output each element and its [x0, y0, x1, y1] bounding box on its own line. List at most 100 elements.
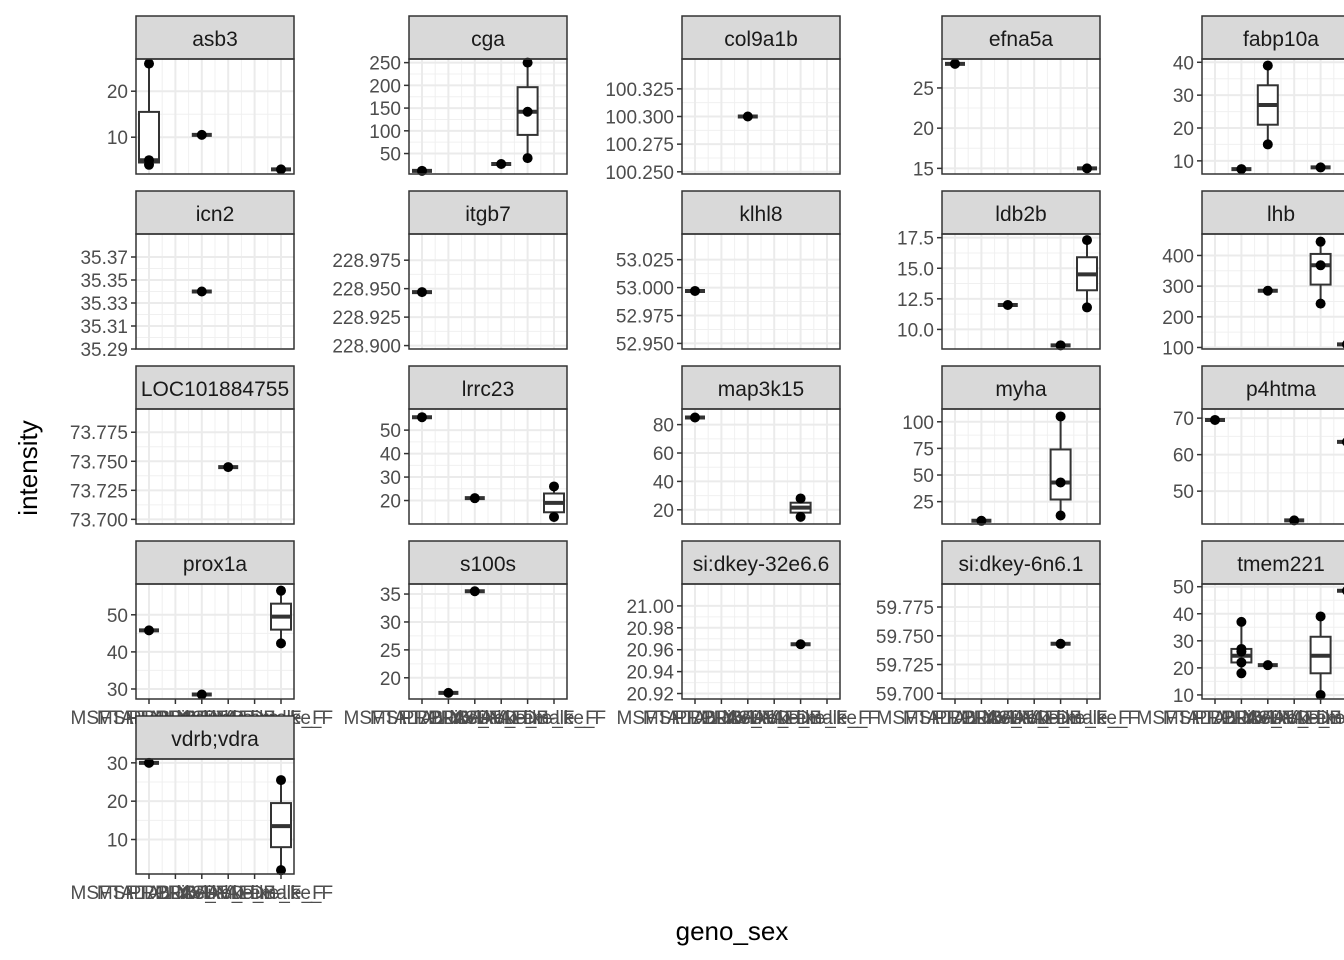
facet-title: asb3 — [192, 28, 238, 51]
panel-ldb2b: ldb2b 10.0 12.5 15.0 17.5 — [897, 190, 1101, 351]
data-point — [1315, 162, 1326, 173]
data-point — [276, 585, 286, 596]
x-tick-label: MSFTALDB-like_F — [1137, 708, 1294, 729]
y-tick-label: 35.35 — [80, 271, 128, 292]
panel-p4htma: p4htma 50 60 70 — [1173, 365, 1344, 526]
facet-title: efna5a — [989, 28, 1054, 51]
data-point — [144, 757, 154, 768]
panel-border — [135, 58, 295, 175]
data-point — [223, 462, 234, 473]
y-tick-label: 100.325 — [605, 80, 674, 101]
y-tick-label: 20.96 — [626, 641, 674, 662]
panel-itgb7: itgb7 228.900 228.925 228.950 228.975 — [332, 190, 568, 358]
x-tick-label: PROFAVD-like_F — [155, 883, 301, 904]
y-tick-label: 10 — [107, 831, 128, 852]
panel-border — [681, 408, 841, 525]
y-tick-label: 20.94 — [626, 663, 674, 684]
y-tick-label: 10.0 — [897, 320, 934, 341]
y-tick-label: 35.33 — [80, 294, 128, 315]
panel-border — [681, 583, 841, 700]
facet-title: tmem221 — [1237, 553, 1325, 576]
x-tick-label: Female_F — [1304, 708, 1344, 729]
data-point — [549, 511, 559, 522]
panel-efna5a: efna5a 15 20 25 — [913, 15, 1101, 180]
y-tick-label: 10 — [1173, 686, 1194, 707]
x-tick-label: PROFAVD-like_F — [1195, 708, 1341, 729]
y-tick-label: 228.975 — [332, 251, 401, 272]
data-point — [795, 639, 806, 650]
facet-title: klhl8 — [739, 203, 782, 226]
data-point — [144, 58, 154, 69]
x-tick-label: MSFTALDB-like_F — [1163, 708, 1320, 729]
y-tick-label: 59.725 — [876, 656, 934, 677]
panel-fabp10a: fabp10a 10 20 30 40 — [1173, 15, 1344, 175]
y-tick-label: 40 — [653, 472, 674, 493]
data-point — [196, 689, 207, 700]
data-point — [1082, 163, 1092, 174]
facet-title: vdrb;vdra — [171, 728, 259, 751]
y-tick-label: 400 — [1162, 246, 1194, 267]
y-tick-label: 75 — [913, 439, 934, 460]
x-tick-label: PROFAVD-like_F — [961, 708, 1107, 729]
y-tick-label: 35.37 — [80, 248, 128, 269]
y-tick-label: 17.5 — [897, 229, 934, 250]
data-point — [690, 412, 700, 423]
panel-map3k15: map3k15 20 40 60 80 — [653, 365, 841, 525]
x-tick-label: Female_F — [784, 708, 870, 729]
data-point — [1315, 611, 1326, 622]
facet-strip — [1201, 365, 1344, 410]
data-point — [549, 481, 559, 492]
facet-strip — [681, 365, 841, 410]
panel-border — [135, 233, 295, 350]
data-point — [1082, 302, 1092, 313]
facet-strip — [681, 15, 841, 60]
y-tick-label: 73.775 — [70, 423, 128, 444]
y-tick-label: 200 — [1162, 308, 1194, 329]
facet-title: p4htma — [1246, 378, 1316, 401]
facet-strip — [941, 365, 1101, 410]
data-point — [690, 285, 700, 296]
y-tick-label: 20 — [380, 492, 401, 513]
data-point — [1315, 298, 1326, 309]
y-tick-label: 50 — [107, 606, 128, 627]
y-tick-label: 100.275 — [605, 135, 674, 156]
y-tick-label: 30 — [380, 613, 401, 634]
x-tick-label: Female_F — [1044, 708, 1130, 729]
y-tick-label: 30 — [380, 468, 401, 489]
data-point — [1262, 660, 1273, 671]
y-tick-label: 50 — [380, 421, 401, 442]
x-axis-title: geno_sex — [676, 916, 789, 946]
facet-title: lrrc23 — [462, 378, 515, 401]
panel-border — [681, 233, 841, 350]
y-tick-label: 50 — [380, 145, 401, 166]
y-tick-label: 10 — [107, 128, 128, 149]
x-tick-label: MSFTALDB-like_F — [370, 708, 527, 729]
y-tick-label: 228.925 — [332, 308, 401, 329]
data-point — [1236, 646, 1247, 657]
x-tick-label: PROFAVD-like_F — [935, 708, 1081, 729]
x-tick-label: Female_F — [238, 883, 324, 904]
data-point — [1262, 60, 1273, 71]
data-point — [1315, 236, 1326, 247]
panel-si-dkey-6n6-1: si:dkey-6n6.1 59.700 59.725 59.750 59.775 MSF… — [876, 540, 1139, 729]
data-point — [1315, 689, 1326, 700]
facet-strip — [941, 540, 1101, 585]
x-tick-label: MSFTALDB-like_F — [71, 883, 228, 904]
data-point — [196, 286, 207, 297]
y-tick-label: 100.300 — [605, 108, 674, 129]
x-tick-label: PROFAVD-like_F — [129, 883, 275, 904]
data-point — [417, 287, 427, 298]
y-tick-label: 20 — [380, 669, 401, 690]
data-point — [1055, 340, 1066, 351]
y-tick-label: 60 — [1173, 446, 1194, 467]
y-tick-label: 150 — [369, 99, 401, 120]
data-point — [443, 687, 454, 698]
y-tick-label: 50 — [1173, 482, 1194, 503]
y-tick-label: 100 — [369, 122, 401, 143]
facet-title: icn2 — [196, 203, 235, 226]
data-point — [276, 638, 286, 649]
